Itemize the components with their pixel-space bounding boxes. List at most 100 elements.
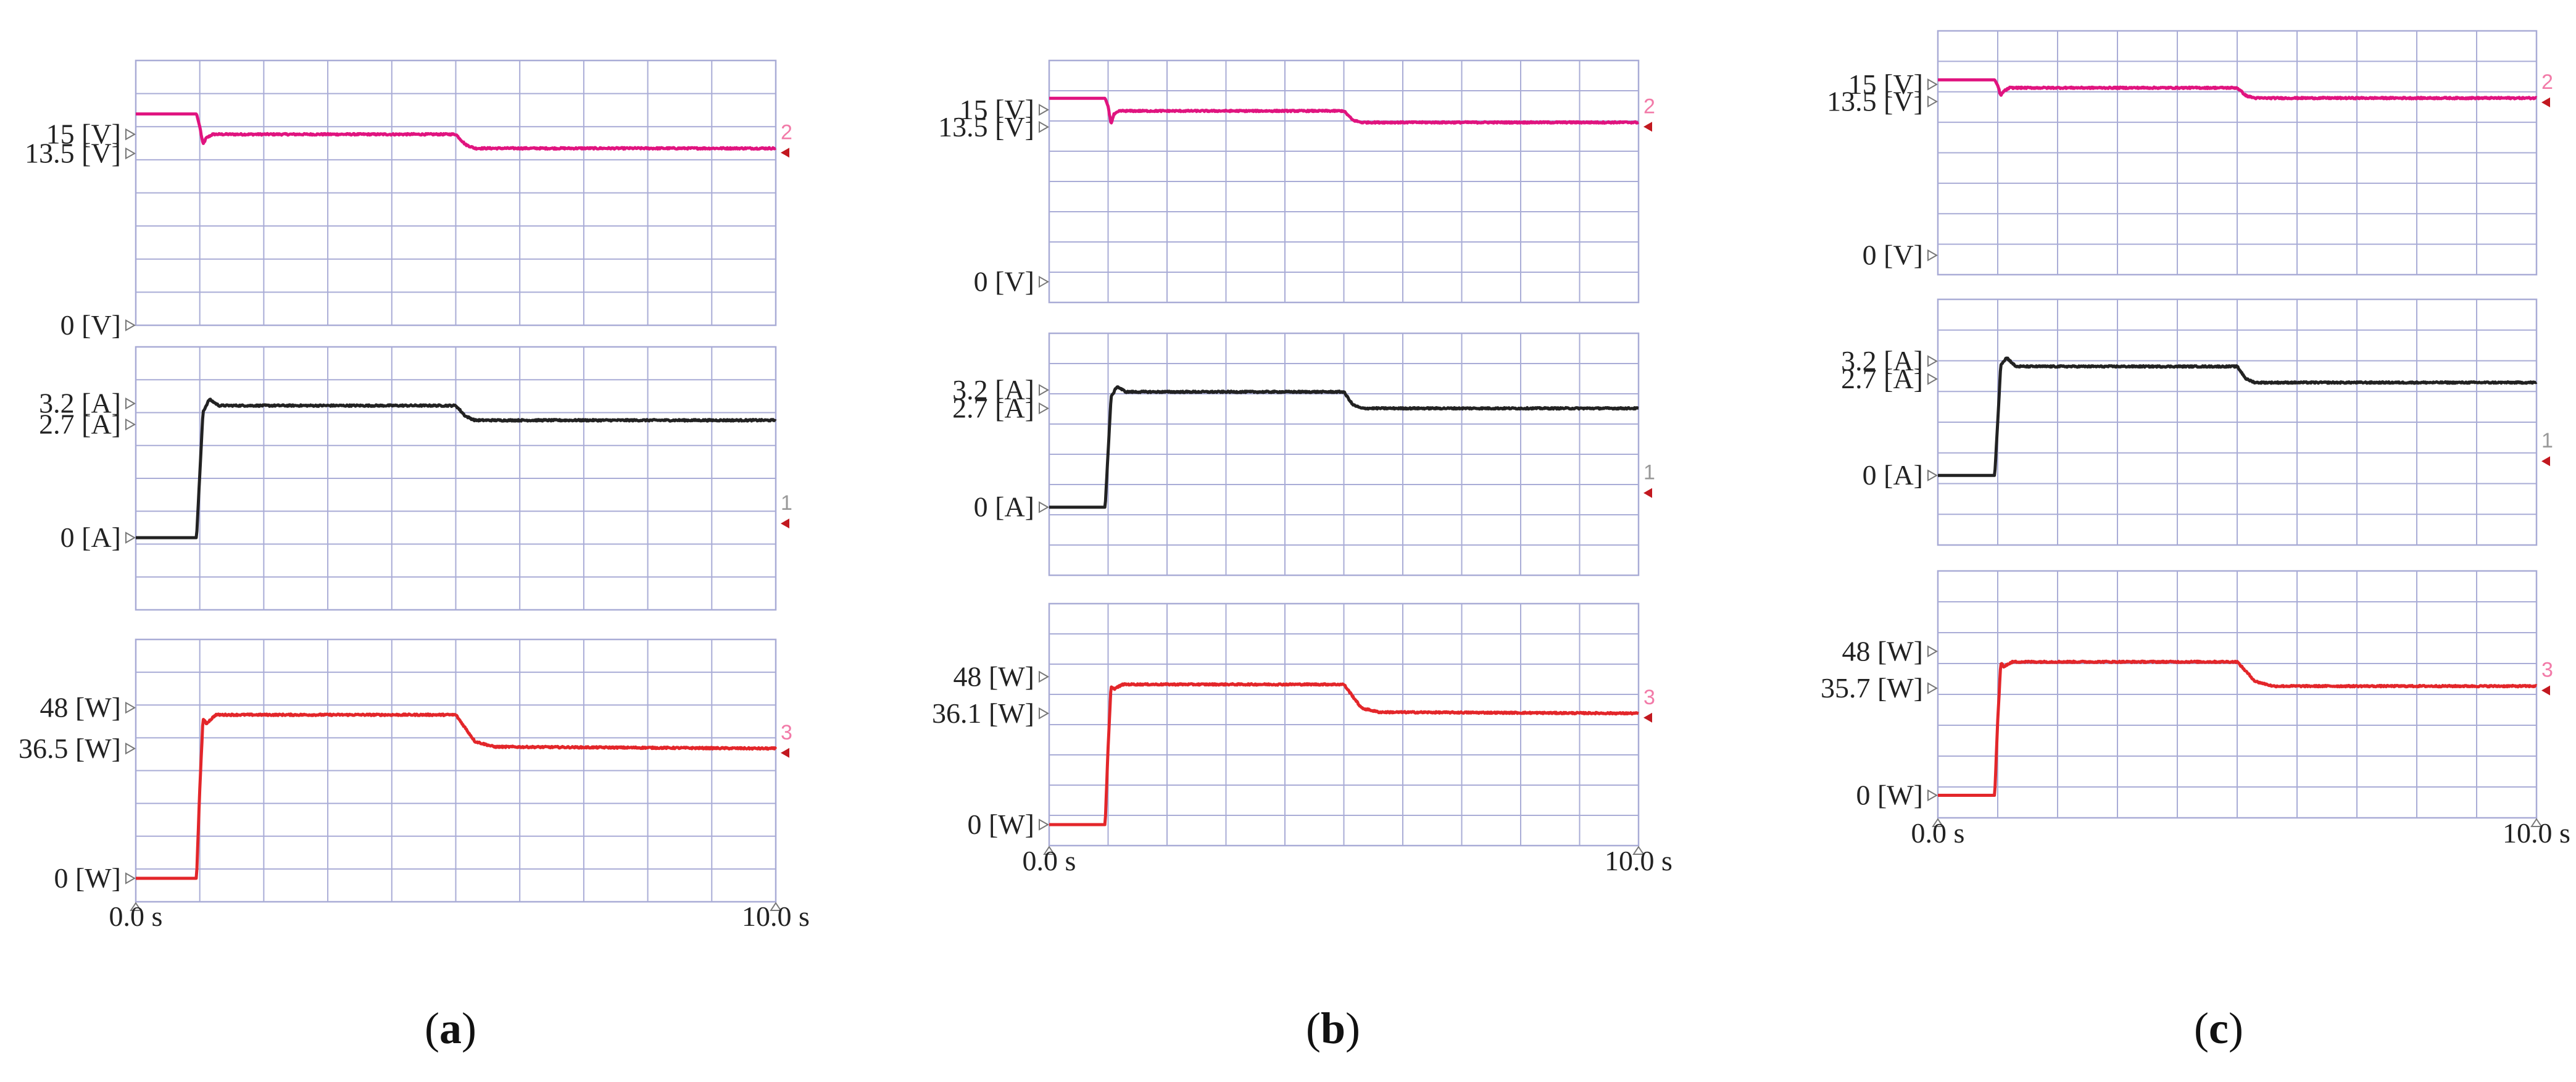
y-tick-marker [1039,384,1050,396]
channel-marker-triangle [2541,97,2550,107]
channel-marker-triangle [2541,456,2550,467]
x-start-label: 0.0 s [109,901,163,932]
y-tick-label: 3.2 [A] [952,374,1034,406]
x-tick-marker [770,902,782,911]
channel-number: 3 [1643,686,1655,709]
plot-voltage: 15 [V]13.5 [V] 0 [V] 2 [1827,30,2553,276]
y-tick-marker [125,147,136,160]
y-tick-marker [125,743,136,755]
y-tick-marker [1927,78,1938,91]
y-tick-marker [1039,402,1050,415]
y-tick-marker [1927,249,1938,262]
y-tick-label: 48 [W] [953,660,1034,692]
y-tick-label: 13.5 [V] [1827,85,1923,117]
trace-voltage [1048,96,1640,125]
y-tick-marker [1927,789,1938,802]
y-tick-label: 36.1 [W] [932,697,1034,729]
plot-voltage: 15 [V]13.5 [V] 0 [V] 2 [938,59,1655,304]
y-tick-marker [1039,275,1050,288]
y-tick-label: 36.5 [W] [19,733,121,764]
channel-marker-triangle [781,518,789,529]
x-tick-marker [1932,818,1944,827]
y-tick-label: 0 [W] [967,809,1034,840]
y-tick-marker [1927,645,1938,657]
y-tick-marker [125,418,136,431]
y-tick-marker [1927,682,1938,694]
y-tick-marker [125,319,136,331]
channel-number: 1 [781,491,792,515]
y-tick-marker [125,872,136,884]
panel-c: 15 [V]13.5 [V] 0 [V] 2 3.2 [A]2.7 [A] 0 [A] 1… [1821,30,2570,1053]
y-tick-label: 35.7 [W] [1821,672,1923,704]
channel-number: 3 [781,721,792,744]
y-tick-marker [1039,501,1050,514]
y-tick-marker [1039,670,1050,683]
panel-caption: (c) [2194,1004,2243,1053]
channel-marker-triangle [2541,685,2550,696]
channel-number: 2 [2541,70,2553,94]
y-tick-marker [125,531,136,544]
y-tick-label: 0 [V] [1863,239,1923,271]
plot-current: 3.2 [A]2.7 [A] 0 [A] 1 [39,346,792,611]
y-tick-label: 48 [W] [1842,635,1923,667]
channel-marker-triangle [1643,122,1652,132]
trace-power [135,712,778,880]
trace-current [135,397,777,539]
y-tick-label: 15 [V] [46,119,121,150]
panel-caption: (b) [1306,1004,1360,1053]
y-tick-label: 0 [W] [54,862,121,894]
panels-layer: 15 [V]13.5 [V]0 [V]23.2 [A]2.7 [A]0 [A]1… [19,30,2570,1053]
y-tick-label: 2.7 [A] [952,393,1034,424]
y-tick-marker [1927,95,1938,108]
trace-voltage [1937,78,2538,101]
plot-current: 3.2 [A]2.7 [A] 0 [A] 1 [952,332,1655,576]
x-tick-marker [130,902,142,911]
y-tick-label: 48 [W] [39,692,121,723]
x-tick-marker [2530,818,2543,827]
plot-power: 48 [W] 36.1 [W] 0 [W] 3 [932,602,1655,847]
y-tick-label: 13.5 [V] [25,138,121,169]
channel-number: 2 [781,120,792,144]
y-tick-marker [125,397,136,410]
y-tick-marker [1039,707,1050,720]
panel-caption: (a) [425,1004,476,1053]
y-tick-marker [1039,104,1050,116]
y-tick-label: 0 [A] [974,491,1034,523]
trace-power [1937,659,2538,797]
y-tick-marker [1039,121,1050,133]
y-tick-label: 0 [A] [60,522,121,553]
y-tick-label: 2.7 [A] [39,409,121,440]
x-tick-marker [1043,846,1055,855]
x-end-label: 10.0 s [2503,817,2570,849]
y-tick-marker [1039,818,1050,831]
y-tick-label: 0 [V] [60,309,121,341]
x-tick-marker [1632,846,1645,855]
x-end-label: 10.0 s [742,901,810,932]
y-tick-label: 0 [A] [1863,459,1923,491]
y-tick-marker [1927,373,1938,385]
plot-voltage: 15 [V]13.5 [V] 0 [V] 2 [25,59,792,341]
y-tick-marker [1927,469,1938,481]
channel-number: 1 [2541,429,2553,452]
channel-number: 3 [2541,659,2553,682]
y-tick-label: 3.2 [A] [39,388,121,419]
y-tick-label: 3.2 [A] [1841,345,1923,377]
panel-a: 15 [V]13.5 [V] 0 [V] 2 3.2 [A]2.7 [A] 0 [A] 1… [19,59,810,1053]
y-tick-label: 13.5 [V] [938,111,1034,143]
channel-marker-triangle [781,747,789,758]
y-tick-label: 15 [V] [1848,69,1923,100]
channel-marker-triangle [1643,712,1652,723]
plot-current: 3.2 [A]2.7 [A] 0 [A] 1 [1841,298,2553,546]
trace-voltage [135,112,777,151]
y-tick-label: 15 [V] [960,94,1034,125]
y-tick-label: 0 [V] [974,266,1034,298]
channel-marker-triangle [1643,488,1652,498]
channel-number: 1 [1643,461,1655,485]
plot-power: 48 [W] 36.5 [W] 0 [W] 3 [19,638,792,903]
x-start-label: 0.0 s [1023,845,1076,876]
trace-power [1048,682,1640,826]
y-tick-label: 2.7 [A] [1841,363,1923,394]
channel-number: 2 [1643,94,1655,118]
x-end-label: 10.0 s [1605,845,1672,876]
